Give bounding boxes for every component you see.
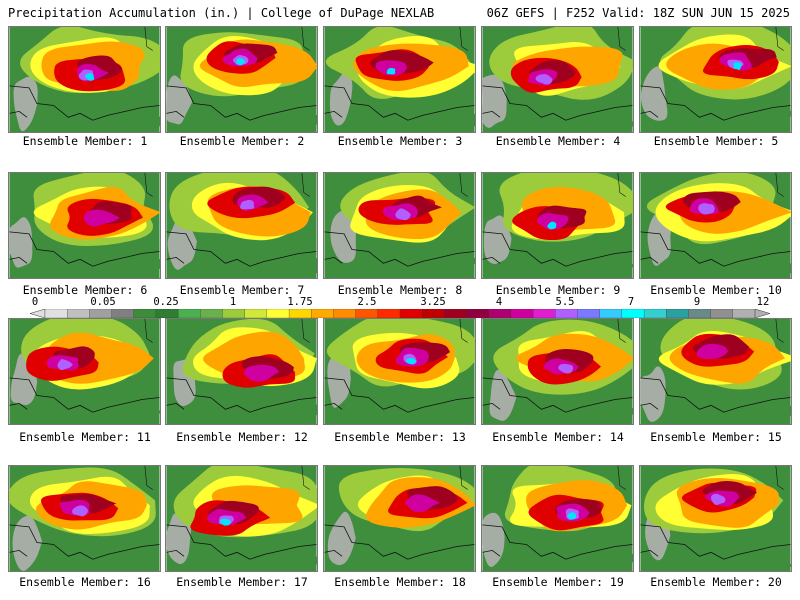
colorbar-tick-label: 4: [495, 296, 503, 308]
colorbar-tick-label: 3.25: [420, 296, 446, 308]
ensemble-map-panel: [323, 318, 476, 425]
colorbar-tick-label: 5.5: [555, 296, 575, 308]
colorbar-tick-label: 12: [756, 296, 770, 308]
ensemble-member-label: Ensemble Member: 15: [650, 430, 782, 444]
ensemble-member-label: Ensemble Member: 5: [653, 134, 779, 148]
ensemble-map-panel: [481, 465, 634, 572]
ensemble-map-panel: [481, 172, 634, 279]
ensemble-member-label: Ensemble Member: 18: [334, 575, 466, 589]
ensemble-map-panel: [323, 465, 476, 572]
ensemble-member-label: Ensemble Member: 6: [22, 283, 148, 297]
ensemble-map-panel: [165, 465, 318, 572]
ensemble-map-panel: [639, 318, 792, 425]
ensemble-member-label: Ensemble Member: 3: [337, 134, 463, 148]
ensemble-member-label: Ensemble Member: 19: [492, 575, 624, 589]
ensemble-map-panel: [165, 318, 318, 425]
ensemble-map-panel: [165, 172, 318, 279]
colorbar-tick-label: 0.25: [153, 296, 179, 308]
ensemble-member-label: Ensemble Member: 9: [495, 283, 621, 297]
ensemble-member-label: Ensemble Member: 11: [19, 430, 151, 444]
ensemble-map-panel: [165, 26, 318, 133]
ensemble-member-label: Ensemble Member: 20: [650, 575, 782, 589]
ensemble-map-panel: [481, 26, 634, 133]
ensemble-member-label: Ensemble Member: 4: [495, 134, 621, 148]
ensemble-map-panel: [323, 172, 476, 279]
ensemble-member-label: Ensemble Member: 16: [19, 575, 151, 589]
colorbar-tick-label: 0: [31, 296, 39, 308]
map-title: Precipitation Accumulation (in.) | Colle…: [8, 6, 435, 20]
ensemble-member-label: Ensemble Member: 14: [492, 430, 624, 444]
colorbar-tick-label: 1: [229, 296, 237, 308]
valid-time: 06Z GEFS | F252 Valid: 18Z SUN JUN 15 20…: [486, 6, 790, 20]
ensemble-member-label: Ensemble Member: 13: [334, 430, 466, 444]
colorbar-tick-label: 7: [627, 296, 635, 308]
ensemble-member-label: Ensemble Member: 12: [176, 430, 308, 444]
ensemble-member-label: Ensemble Member: 8: [337, 283, 463, 297]
ensemble-member-label: Ensemble Member: 10: [650, 283, 782, 297]
ensemble-member-label: Ensemble Member: 7: [179, 283, 305, 297]
colorbar: [30, 309, 770, 318]
ensemble-map-panel: [8, 465, 161, 572]
ensemble-map-panel: [639, 26, 792, 133]
colorbar-tick-label: 1.75: [287, 296, 313, 308]
colorbar-tick-label: 9: [693, 296, 701, 308]
ensemble-member-label: Ensemble Member: 2: [179, 134, 305, 148]
colorbar-tick-label: 2.5: [357, 296, 377, 308]
ensemble-member-label: Ensemble Member: 17: [176, 575, 308, 589]
colorbar-tick-label: 0.05: [90, 296, 116, 308]
ensemble-map-panel: [481, 318, 634, 425]
ensemble-map-panel: [8, 172, 161, 279]
ensemble-map-panel: [639, 465, 792, 572]
ensemble-map-panel: [639, 172, 792, 279]
ensemble-map-panel: [8, 318, 161, 425]
ensemble-map-panel: [8, 26, 161, 133]
ensemble-map-panel: [323, 26, 476, 133]
ensemble-member-label: Ensemble Member: 1: [22, 134, 148, 148]
